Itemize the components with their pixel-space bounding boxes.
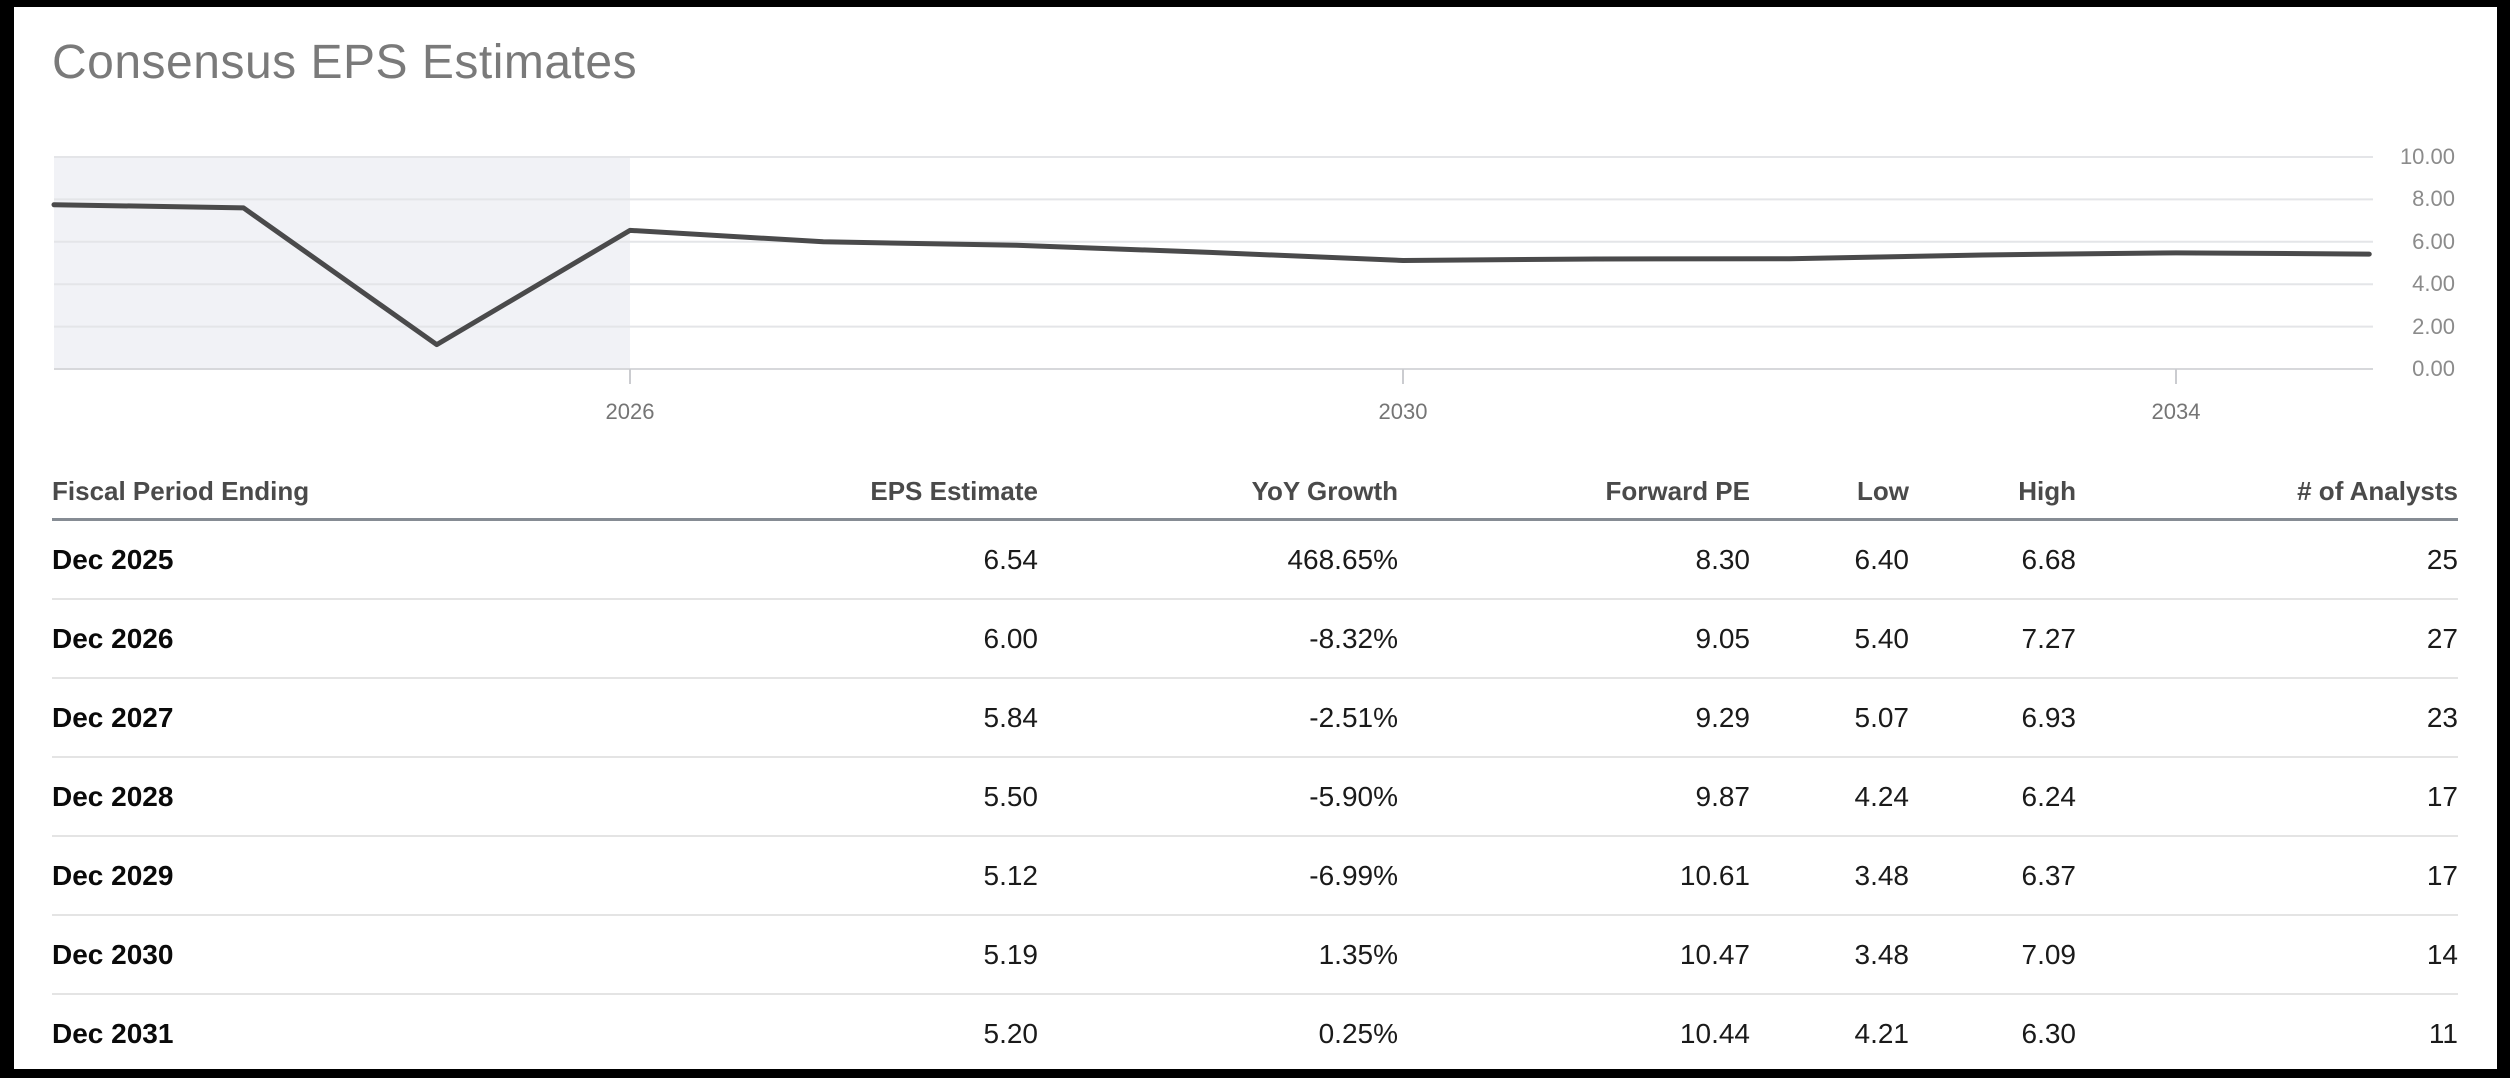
table-row: Dec 2025 6.54 468.65% 8.30 6.40 6.68 25 (52, 521, 2458, 600)
cell-forward-pe: 8.30 (1695, 543, 1751, 575)
cell-yoy-growth: -2.51% (1309, 701, 1398, 733)
cell-eps-estimate: 6.00 (983, 622, 1039, 654)
x-axis-label: 2034 (2151, 399, 2201, 424)
column-header-eps-estimate: EPS Estimate (870, 476, 1038, 506)
cell-fiscal-period: Dec 2026 (52, 622, 174, 654)
column-header-low: Low (1857, 476, 1909, 506)
cell-high: 7.27 (2021, 622, 2077, 654)
historical-highlight-region (54, 157, 630, 369)
cell-low: 6.40 (1854, 543, 1910, 575)
cell-low: 5.40 (1854, 622, 1910, 654)
cell-yoy-growth: -6.99% (1309, 859, 1398, 891)
y-axis-label: 10.00 (2399, 144, 2455, 169)
table-row: Dec 2027 5.84 -2.51% 9.29 5.07 6.93 23 (52, 679, 2458, 758)
table-row: Dec 2030 5.19 1.35% 10.47 3.48 7.09 14 (52, 916, 2458, 995)
y-axis-label: 0.00 (2412, 356, 2455, 381)
column-header-high: High (2018, 476, 2076, 506)
cell-eps-estimate: 5.20 (983, 1017, 1039, 1049)
table-row: Dec 2029 5.12 -6.99% 10.61 3.48 6.37 17 (52, 837, 2458, 916)
x-axis-label: 2026 (605, 399, 655, 424)
cell-high: 6.68 (2021, 543, 2077, 575)
cell-fiscal-period: Dec 2028 (52, 780, 174, 812)
cell-eps-estimate: 5.19 (983, 938, 1039, 970)
eps-series-line (51, 202, 2372, 348)
cell-analyst-count: 25 (2426, 543, 2458, 575)
cell-high: 6.24 (2021, 780, 2077, 812)
table-body: Dec 2025 6.54 468.65% 8.30 6.40 6.68 25 Dec 202… (52, 521, 2458, 1069)
y-axis-label: 2.00 (2412, 313, 2455, 339)
cell-high: 6.93 (2021, 701, 2077, 733)
cell-forward-pe: 9.05 (1695, 622, 1751, 654)
cell-analyst-count: 14 (2426, 938, 2458, 970)
table-header-row: Fiscal Period Ending EPS Estimate YoY Grow… (52, 465, 2458, 521)
table-row: Dec 2026 6.00 -8.32% 9.05 5.40 7.27 27 (52, 600, 2458, 679)
cell-fiscal-period: Dec 2027 (52, 701, 174, 733)
cell-fiscal-period: Dec 2029 (52, 859, 174, 891)
cell-low: 4.24 (1854, 780, 1910, 812)
cell-fiscal-period: Dec 2031 (52, 1017, 174, 1049)
cell-yoy-growth: -8.32% (1309, 622, 1398, 654)
page-title: Consensus EPS Estimates (52, 36, 638, 89)
cell-fiscal-period: Dec 2030 (52, 938, 174, 970)
eps-chart-plot-area[interactable] (14, 7, 2497, 452)
cell-analyst-count: 17 (2426, 859, 2458, 891)
cell-forward-pe: 9.29 (1695, 701, 1751, 733)
y-axis-label: 4.00 (2412, 271, 2455, 297)
cell-analyst-count: 17 (2426, 780, 2458, 812)
cell-eps-estimate: 5.50 (983, 780, 1039, 812)
cell-low: 5.07 (1854, 701, 1910, 733)
cell-yoy-growth: 1.35% (1318, 938, 1398, 970)
cell-high: 6.30 (2021, 1017, 2077, 1049)
cell-low: 4.21 (1854, 1017, 1910, 1049)
cell-forward-pe: 10.61 (1679, 859, 1750, 891)
table-row: Dec 2031 5.20 0.25% 10.44 4.21 6.30 11 (52, 995, 2458, 1069)
x-axis-label: 2030 (1378, 399, 1428, 424)
column-header-of-analysts: # of Analysts (2297, 476, 2458, 506)
eps-estimates-table: Fiscal Period Ending EPS Estimate YoY Grow… (52, 465, 2458, 1069)
cell-eps-estimate: 6.54 (983, 543, 1039, 575)
eps-chart: 10.00 8.00 6.00 4.00 2.00 0.00 2026 2030 2034 (14, 7, 2497, 452)
cell-yoy-growth: 0.25% (1318, 1017, 1398, 1049)
column-header-fiscal-period-ending: Fiscal Period Ending (52, 476, 310, 506)
column-header-forward-pe: Forward PE (1605, 476, 1750, 506)
cell-yoy-growth: -5.90% (1309, 780, 1398, 812)
y-axis-label: 6.00 (2412, 228, 2455, 254)
cell-low: 3.48 (1854, 938, 1910, 970)
cell-fiscal-period: Dec 2025 (52, 543, 174, 575)
eps-estimates-panel: Consensus EPS Estimates 10.00 8.00 6.00 4.0… (14, 7, 2497, 1069)
column-header-yoy-growth: YoY Growth (1251, 476, 1398, 506)
cell-forward-pe: 10.47 (1679, 938, 1750, 970)
y-axis-label: 8.00 (2412, 186, 2455, 212)
cell-eps-estimate: 5.12 (983, 859, 1039, 891)
table-row: Dec 2028 5.50 -5.90% 9.87 4.24 6.24 17 (52, 758, 2458, 837)
cell-high: 6.37 (2021, 859, 2077, 891)
cell-low: 3.48 (1854, 859, 1910, 891)
cell-analyst-count: 27 (2426, 622, 2458, 654)
cell-forward-pe: 9.87 (1695, 780, 1751, 812)
cell-eps-estimate: 5.84 (983, 701, 1039, 733)
cell-forward-pe: 10.44 (1679, 1017, 1750, 1049)
cell-analyst-count: 11 (2428, 1017, 2458, 1049)
cell-high: 7.09 (2021, 938, 2077, 970)
cell-yoy-growth: 468.65% (1287, 543, 1398, 575)
cell-analyst-count: 23 (2426, 701, 2458, 733)
